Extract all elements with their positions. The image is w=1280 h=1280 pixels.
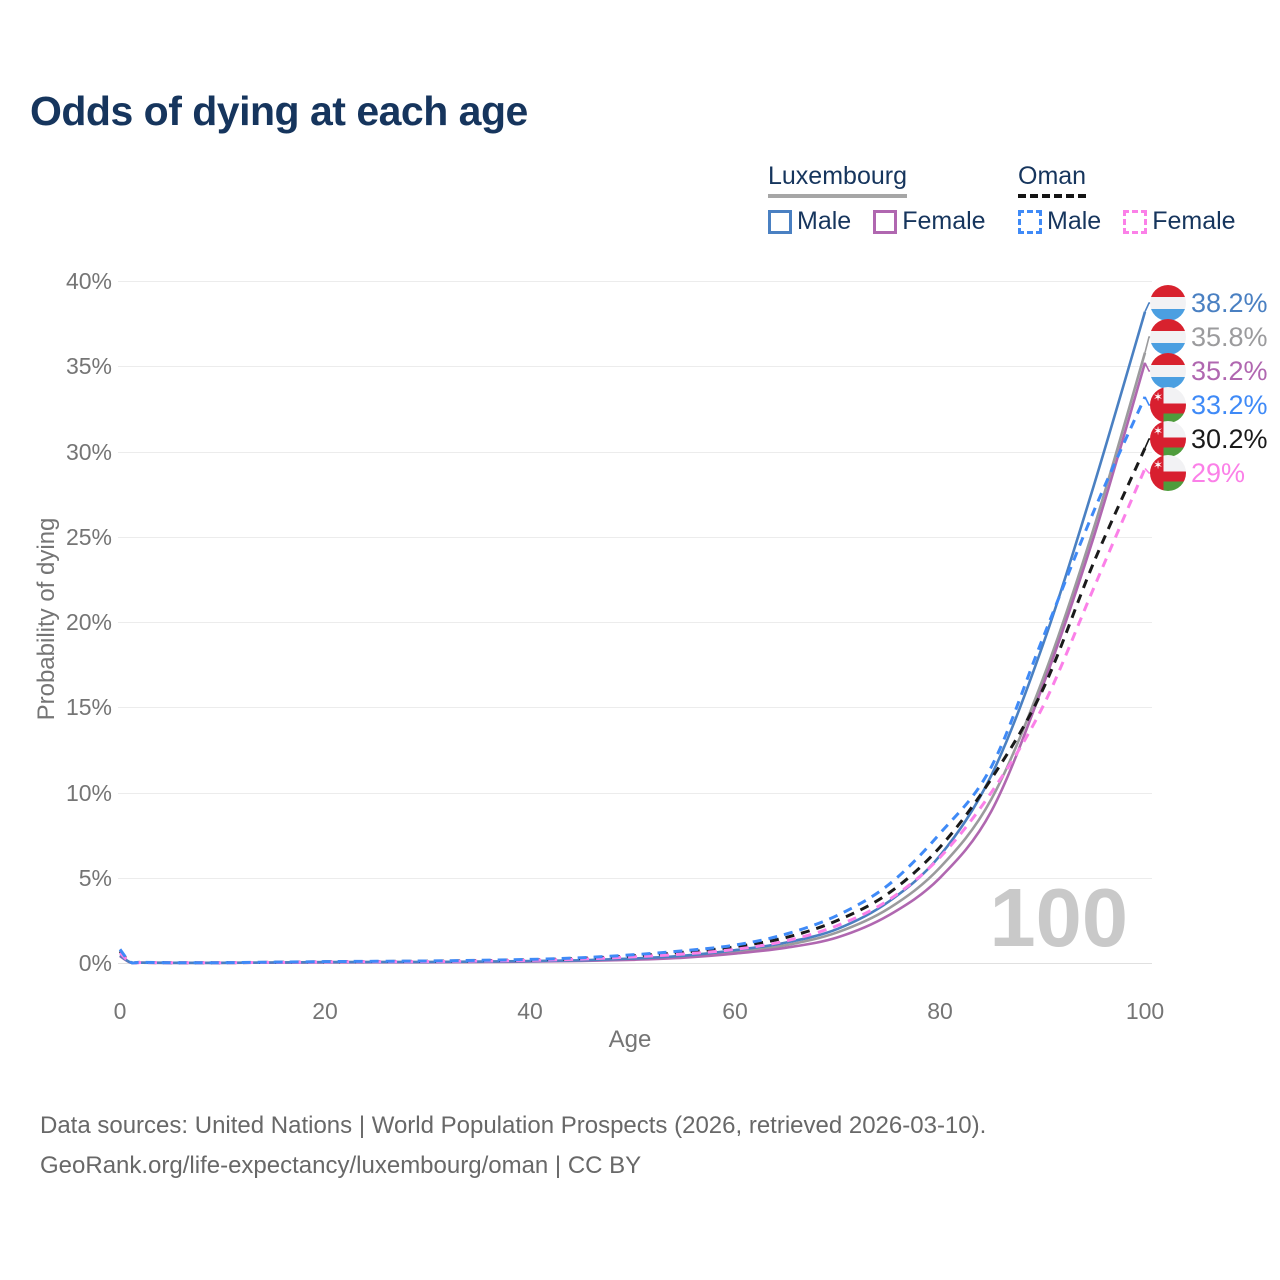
end-label-luxembourg-male: 38.2%	[1150, 284, 1268, 322]
end-label-value: 35.2%	[1191, 355, 1268, 386]
x-tick-label: 40	[517, 998, 543, 1024]
end-label-value: 35.8%	[1191, 321, 1268, 352]
series-line-luxembourg-male	[119, 311, 1147, 965]
end-label-value: 33.2%	[1191, 389, 1268, 420]
y-tick-label: 35%	[65, 353, 112, 380]
footer: Data sources: United Nations | World Pop…	[40, 1106, 986, 1186]
gridline	[118, 281, 1152, 282]
x-tick-label: 80	[927, 998, 953, 1024]
gridline	[118, 877, 1152, 879]
legend-swatch-oman-female-icon	[1123, 209, 1148, 234]
y-tick-label: 15%	[65, 694, 112, 721]
y-tick-label: 25%	[65, 523, 112, 550]
end-label-luxembourg-female: 35.2%	[1150, 352, 1268, 390]
gridline	[118, 536, 1152, 538]
legend-item-oman-female: Female	[1123, 207, 1236, 236]
legend-swatch-oman-male-icon	[1018, 209, 1042, 234]
y-tick-label: 5%	[78, 864, 112, 891]
end-label-value: 30.2%	[1191, 423, 1268, 454]
end-label-oman-female: 29%	[1150, 454, 1245, 492]
gridline	[118, 792, 1152, 794]
footer-data-sources: Data sources: United Nations | World Pop…	[40, 1112, 987, 1139]
y-tick-label: 0%	[78, 950, 112, 976]
end-label-value: 38.2%	[1191, 287, 1268, 318]
legend-group-oman: Oman Male Female	[1018, 162, 1236, 236]
x-tick-label: 0	[113, 998, 127, 1024]
page-title: Odds of dying at each age	[30, 88, 528, 134]
y-tick-label: 20%	[65, 609, 112, 635]
x-axis-title: Age	[608, 1026, 652, 1053]
gridline	[118, 963, 1152, 964]
flag-luxembourg-icon	[1150, 319, 1186, 355]
legend-item-label: Male	[797, 207, 852, 235]
y-tick-label: 10%	[65, 779, 112, 806]
x-tick-label: 20	[312, 998, 338, 1024]
x-tick-label: 60	[722, 998, 748, 1024]
legend-country-oman: Oman	[1018, 162, 1087, 198]
legend-swatch-luxembourg-female-icon	[873, 209, 898, 234]
footer-attribution: GeoRank.org/life-expectancy/luxembourg/o…	[40, 1152, 642, 1179]
x-tick-label: 100	[1125, 998, 1165, 1024]
flag-oman-icon	[1150, 387, 1186, 423]
end-label-luxembourg-both: 35.8%	[1150, 318, 1268, 356]
legend-item-luxembourg-male: Male	[768, 207, 851, 236]
gridline	[118, 707, 1152, 709]
y-tick-label: 30%	[65, 438, 112, 465]
y-tick-label: 40%	[65, 268, 112, 294]
end-label-oman-male: 33.2%	[1150, 386, 1268, 424]
flag-oman-icon	[1150, 421, 1186, 457]
end-label-oman-both: 30.2%	[1150, 420, 1268, 458]
legend-group-luxembourg: Luxembourg Male Female	[768, 162, 986, 236]
flag-luxembourg-icon	[1150, 353, 1186, 389]
legend-item-oman-male: Male	[1018, 207, 1101, 236]
legend-item-label: Male	[1047, 207, 1102, 235]
legend-item-label: Female	[1152, 207, 1236, 235]
gridline	[118, 366, 1152, 368]
end-label-value: 29%	[1191, 457, 1246, 488]
legend-swatch-luxembourg-male-icon	[768, 209, 792, 234]
legend-item-label: Female	[902, 207, 986, 235]
gridline	[118, 451, 1152, 453]
legend-item-luxembourg-female: Female	[873, 207, 986, 236]
flag-oman-icon	[1150, 455, 1186, 491]
gridline	[118, 622, 1152, 623]
flag-luxembourg-icon	[1150, 285, 1186, 321]
y-axis-title: Probability of dying	[33, 517, 60, 721]
age-watermark: 100	[989, 871, 1128, 964]
legend-country-luxembourg: Luxembourg	[768, 162, 907, 198]
